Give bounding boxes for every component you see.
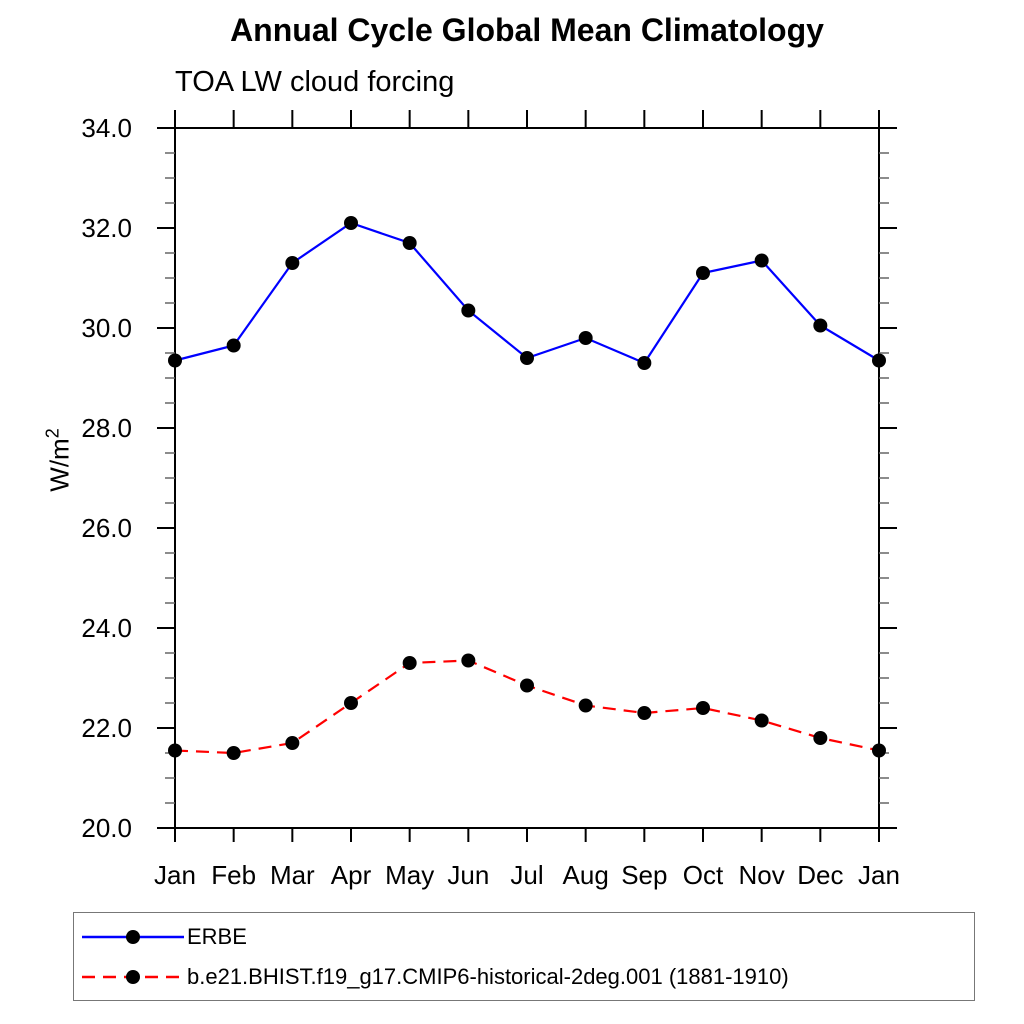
- data-point-marker: [226, 746, 241, 760]
- data-point-marker: [578, 698, 593, 713]
- chart-subtitle: TOA LW cloud forcing: [175, 66, 455, 98]
- data-point-marker: [168, 743, 182, 758]
- chart-title: Annual Cycle Global Mean Climatology: [230, 12, 824, 48]
- data-point-marker: [637, 356, 652, 370]
- x-tick-label: Oct: [683, 860, 724, 890]
- x-tick-label: Dec: [797, 860, 843, 890]
- data-point-marker: [754, 713, 769, 728]
- series-line: [174, 221, 880, 365]
- model-line-sample-icon: [82, 970, 184, 984]
- legend-label-erbe: ERBE: [187, 924, 247, 949]
- y-tick-label: 20.0: [81, 813, 132, 843]
- x-tick-label: May: [385, 860, 434, 890]
- data-point-marker: [285, 736, 300, 750]
- data-point-marker: [344, 216, 358, 230]
- x-tick-label: Nov: [739, 860, 785, 890]
- data-point-marker: [520, 678, 534, 693]
- legend-item-erbe: ERBE: [81, 917, 974, 957]
- data-point-marker: [168, 353, 182, 368]
- data-point-marker: [226, 338, 241, 353]
- data-point-marker: [520, 351, 534, 365]
- x-tick-label: Feb: [211, 860, 256, 890]
- data-point-marker: [578, 331, 593, 345]
- x-tick-label: Jul: [510, 860, 543, 890]
- x-tick-label: Jun: [447, 860, 489, 890]
- data-point-marker: [461, 653, 476, 668]
- series-line: [174, 659, 880, 755]
- y-tick-label: 30.0: [81, 313, 132, 343]
- y-tick-label: 28.0: [81, 413, 132, 443]
- data-point-marker: [285, 256, 300, 270]
- data-point-marker: [402, 236, 417, 250]
- x-tick-label: Aug: [563, 860, 609, 890]
- x-tick-label: Mar: [270, 860, 315, 890]
- legend-box: ERBE b.e21.BHIST.f19_g17.CMIP6-historica…: [73, 912, 975, 1001]
- legend-label-model: b.e21.BHIST.f19_g17.CMIP6-historical-2de…: [187, 964, 789, 989]
- y-tick-label: 24.0: [81, 613, 132, 643]
- data-point-marker: [402, 656, 417, 670]
- data-point-marker: [461, 303, 476, 318]
- x-tick-label: Jan: [858, 860, 900, 890]
- data-point-marker: [872, 353, 886, 368]
- x-tick-label: Apr: [331, 860, 372, 890]
- data-point-marker: [813, 318, 828, 333]
- data-point-marker: [754, 253, 769, 268]
- data-point-marker: [813, 731, 828, 745]
- y-tick-label: 22.0: [81, 713, 132, 743]
- y-tick-label: 26.0: [81, 513, 132, 543]
- x-tick-label: Sep: [621, 860, 667, 890]
- data-point-marker: [872, 743, 886, 758]
- data-point-marker: [637, 706, 652, 720]
- data-point-marker: [696, 701, 710, 715]
- data-point-marker: [344, 696, 358, 710]
- erbe-line-sample-icon: [82, 930, 184, 944]
- data-point-marker: [696, 266, 710, 280]
- legend-item-model: b.e21.BHIST.f19_g17.CMIP6-historical-2de…: [81, 957, 974, 997]
- y-tick-label: 32.0: [81, 213, 132, 243]
- y-tick-label: 34.0: [81, 113, 132, 143]
- x-tick-label: Jan: [154, 860, 196, 890]
